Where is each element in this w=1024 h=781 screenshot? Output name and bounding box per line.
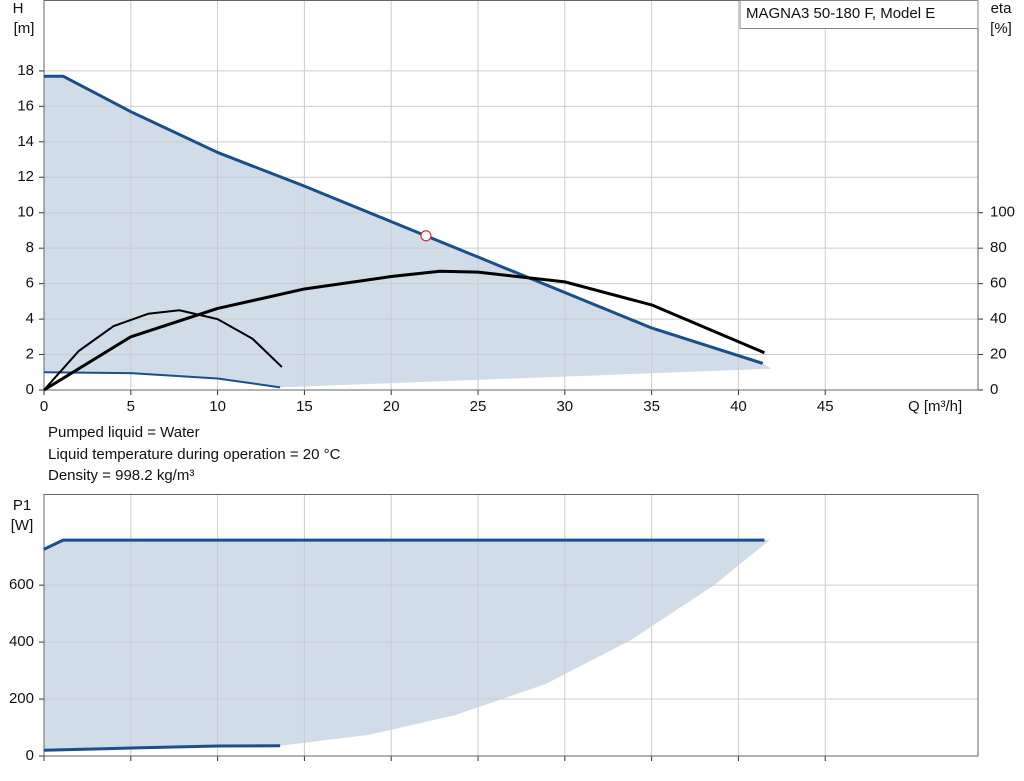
y-tick-label: 0 [26,381,34,398]
y-label: H [13,0,24,17]
curve [43,309,283,391]
y2-tick-label: 20 [990,346,1007,363]
x-tick-label: 30 [556,398,573,415]
x-label: Q [m³/h] [908,398,962,415]
curve [44,74,764,365]
y-label: P1 [13,497,31,514]
y2-label: eta [991,0,1013,17]
y2-tick-label: 0 [990,381,998,398]
y2-tick-label: 60 [990,275,1007,292]
y-unit: [m] [14,20,35,37]
curve [43,538,765,551]
x-tick-label: 10 [209,398,226,415]
y-unit: [W] [11,517,34,534]
x-tick-label: 40 [730,398,747,415]
y2-tick-label: 80 [990,239,1007,256]
operating-range [44,76,772,388]
y-tick-label: 2 [26,346,34,363]
y-tick-label: 16 [17,97,34,114]
x-tick-label: 15 [296,398,313,415]
y2-tick-label: 100 [990,204,1015,221]
plot-frame [43,494,979,757]
y-tick-label: 14 [17,133,34,150]
y-tick-label: 12 [17,168,34,185]
y2-tick-label: 40 [990,310,1007,327]
y-tick-label: 400 [9,633,34,650]
title-box [739,0,979,29]
duty-point [420,230,432,242]
x-tick-label: 20 [383,398,400,415]
y-tick-label: 600 [9,576,34,593]
y2-unit: [%] [990,20,1012,37]
curve [43,269,766,392]
y-tick-label: 8 [26,239,34,256]
x-tick-label: 25 [470,398,487,415]
chart-title: MAGNA3 50-180 F, Model E [746,5,935,22]
note: Pumped liquid = Water [48,424,200,441]
y-tick-label: 10 [17,204,34,221]
y-tick-label: 0 [26,747,34,764]
note: Liquid temperature during operation = 20… [48,446,341,463]
plot-frame [43,0,979,391]
note: Density = 998.2 kg/m³ [48,467,194,484]
curve [43,371,281,389]
y-tick-label: 18 [17,62,34,79]
x-tick-label: 35 [643,398,660,415]
x-tick-label: 5 [127,398,135,415]
x-tick-label: 45 [817,398,834,415]
y-tick-label: 200 [9,690,34,707]
y-tick-label: 4 [26,310,34,327]
y-tick-label: 6 [26,275,34,292]
operating-range [44,540,770,751]
curve [43,744,281,752]
x-tick-label: 0 [40,398,48,415]
